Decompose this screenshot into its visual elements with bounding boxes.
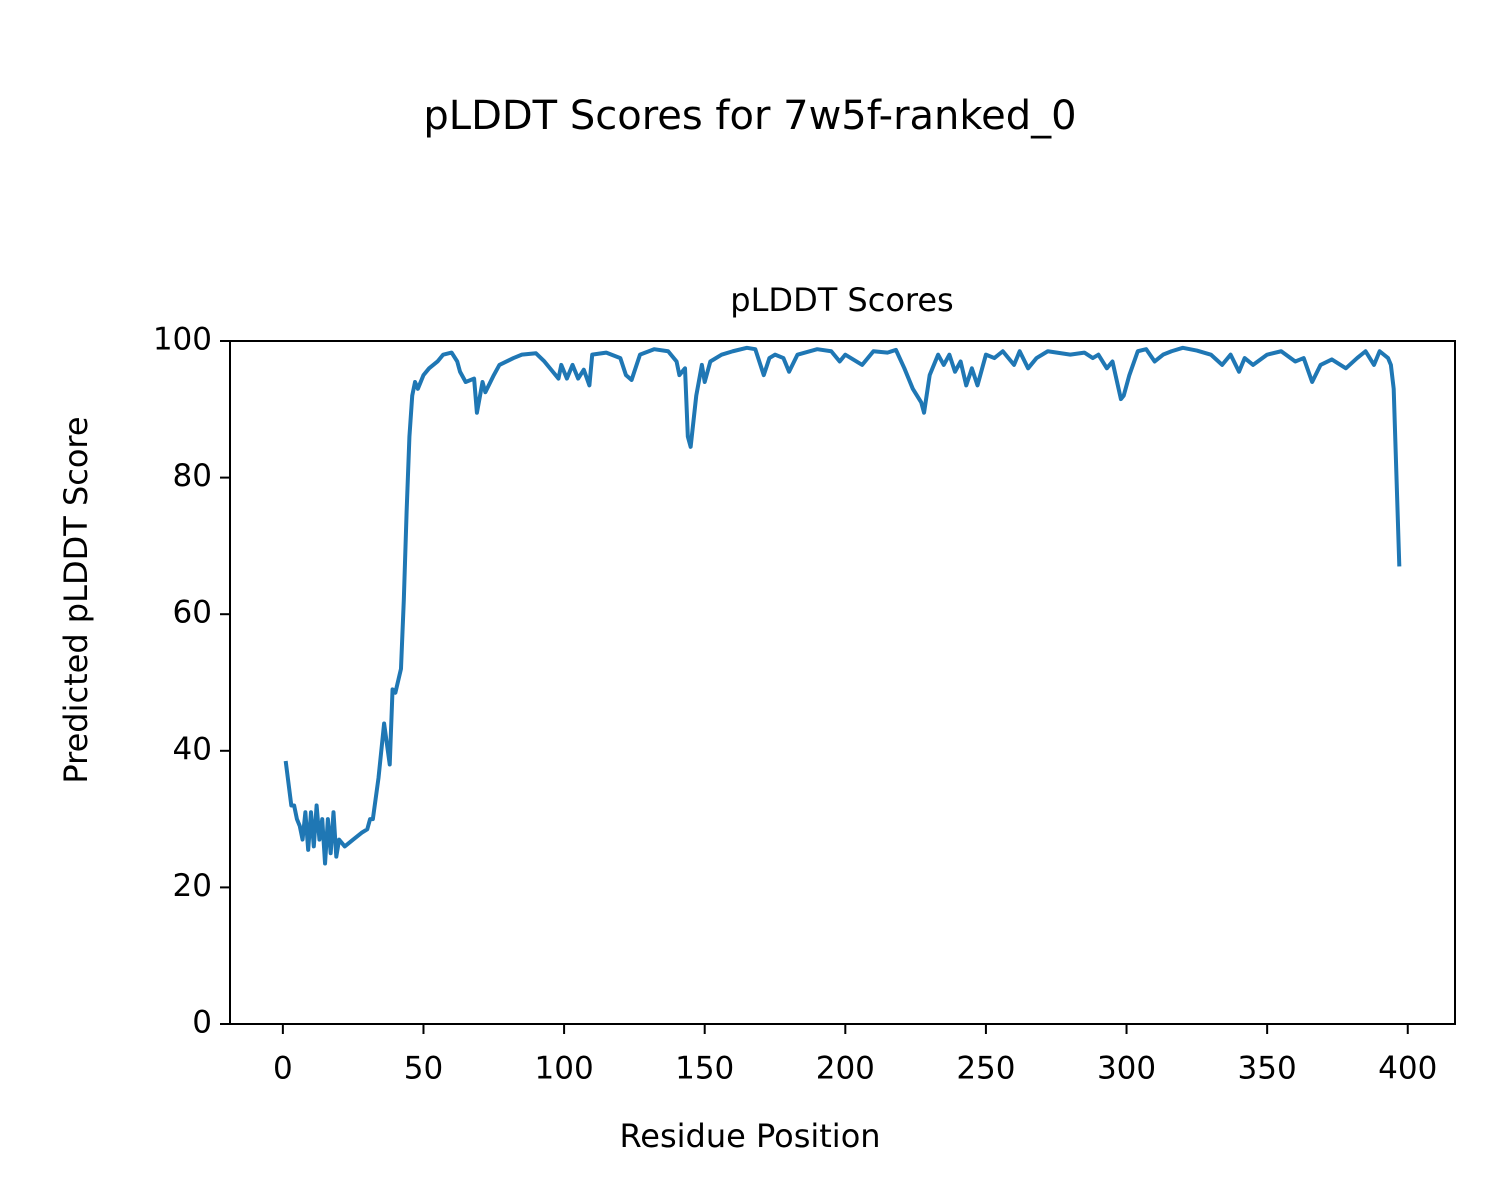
y-tick-label: 80 bbox=[173, 458, 212, 494]
x-tick-label: 200 bbox=[816, 1051, 875, 1087]
y-tick-label: 20 bbox=[173, 868, 212, 904]
plot-frame bbox=[229, 340, 1456, 1025]
x-tick-label: 100 bbox=[535, 1051, 594, 1087]
x-tick-label: 150 bbox=[675, 1051, 734, 1087]
x-tick-label: 300 bbox=[1097, 1051, 1156, 1087]
suptitle: pLDDT Scores for 7w5f-ranked_0 bbox=[423, 93, 1076, 139]
x-tick-label: 250 bbox=[956, 1051, 1015, 1087]
y-tick-label: 60 bbox=[173, 595, 212, 631]
x-tick-label: 350 bbox=[1238, 1051, 1297, 1087]
x-tick-label: 50 bbox=[404, 1051, 443, 1087]
chart-title: pLDDT Scores bbox=[730, 281, 953, 319]
x-axis-label: Residue Position bbox=[619, 1117, 880, 1155]
y-tick-label: 40 bbox=[173, 731, 212, 767]
y-axis-label: Predicted pLDDT Score bbox=[57, 416, 95, 783]
x-tick-label: 400 bbox=[1378, 1051, 1437, 1087]
y-tick-label: 100 bbox=[153, 322, 212, 358]
x-tick-label: 0 bbox=[273, 1051, 293, 1087]
y-tick-label: 0 bbox=[192, 1005, 212, 1041]
line-series bbox=[283, 345, 1402, 866]
